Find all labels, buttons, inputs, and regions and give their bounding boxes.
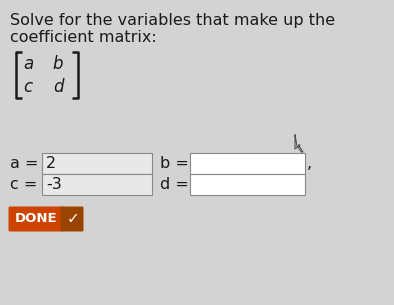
Text: 2: 2 <box>46 156 56 171</box>
Bar <box>18 208 62 230</box>
Bar <box>62 208 74 230</box>
FancyBboxPatch shape <box>9 206 63 231</box>
Polygon shape <box>295 135 303 152</box>
FancyBboxPatch shape <box>61 206 84 231</box>
Text: ✓: ✓ <box>67 211 79 227</box>
Text: d: d <box>53 78 63 96</box>
Text: c: c <box>23 78 33 96</box>
Bar <box>42 174 152 195</box>
Text: b: b <box>53 55 63 73</box>
Text: -3: -3 <box>46 177 62 192</box>
Bar <box>190 174 305 195</box>
Text: ,: , <box>307 156 312 171</box>
Text: DONE: DONE <box>15 213 57 225</box>
Text: d =: d = <box>160 177 194 192</box>
Text: c =: c = <box>10 177 43 192</box>
Text: b =: b = <box>160 156 194 171</box>
Text: a =: a = <box>10 156 44 171</box>
Text: coefficient matrix:: coefficient matrix: <box>10 30 157 45</box>
Bar <box>190 153 305 174</box>
Text: Solve for the variables that make up the: Solve for the variables that make up the <box>10 13 335 28</box>
Text: a: a <box>23 55 33 73</box>
Bar <box>42 153 152 174</box>
